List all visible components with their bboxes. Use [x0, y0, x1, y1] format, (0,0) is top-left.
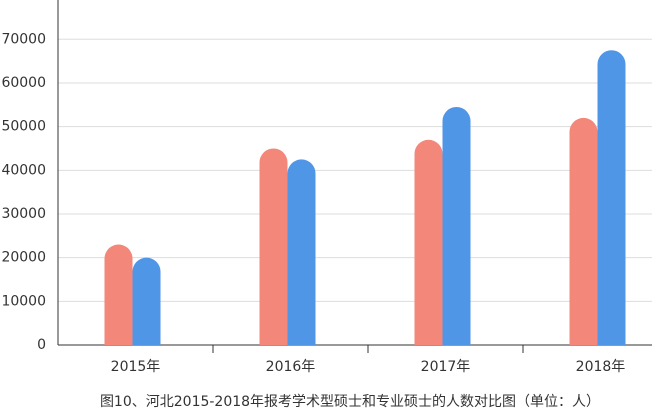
x-tick-label: 2016年 [266, 359, 316, 375]
y-tick-label: 30000 [1, 206, 46, 222]
x-tick-label: 2015年 [111, 359, 161, 375]
y-tick-label: 20000 [1, 250, 46, 266]
bar [104, 244, 133, 345]
bar [259, 148, 288, 345]
bar [569, 117, 598, 345]
y-tick-label: 60000 [1, 75, 46, 91]
chart-title: 图10、河北2015-2018年报考学术型硕士和专业硕士的人数对比图（单位：人） [100, 394, 600, 410]
bar [442, 106, 471, 345]
bar [414, 139, 443, 345]
y-tick-label: 50000 [1, 119, 46, 135]
y-tick-label: 70000 [1, 31, 46, 47]
x-tick-label: 2017年 [421, 359, 471, 375]
bar [287, 159, 316, 345]
y-tick-label: 40000 [1, 162, 46, 178]
x-tick-label: 2018年 [576, 359, 626, 375]
y-tick-label: 10000 [1, 293, 46, 309]
bar [597, 50, 626, 345]
bar [132, 257, 161, 345]
y-tick-label: 0 [37, 337, 46, 353]
